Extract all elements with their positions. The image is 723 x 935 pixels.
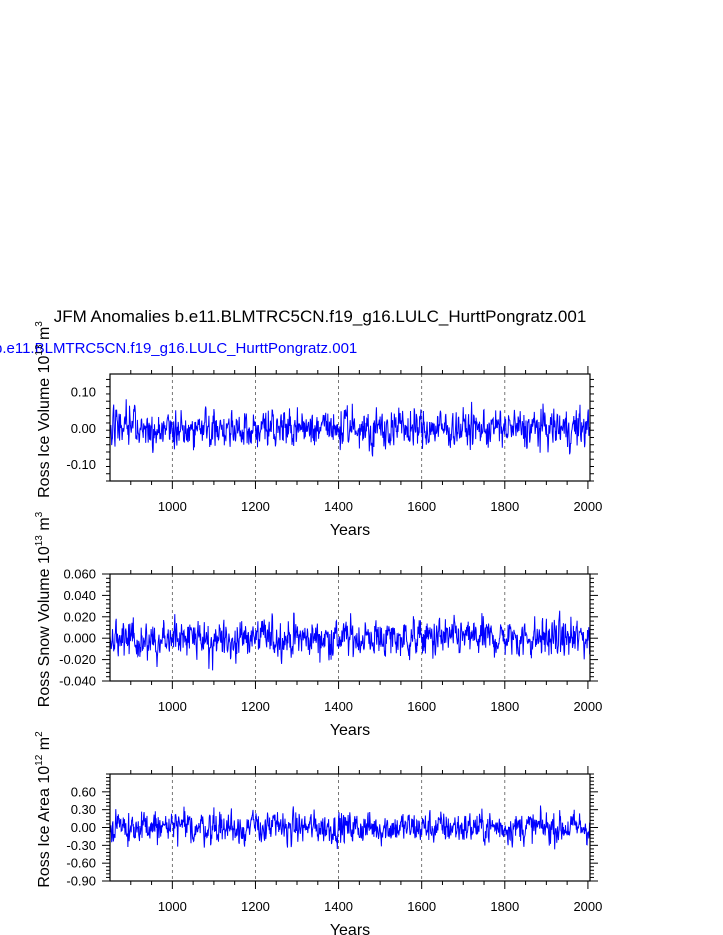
x-tick-label: 2000 [573,899,602,914]
plot-frame [109,573,591,682]
y-axis-label: Ross Ice Volume 1013 m3 [34,321,53,498]
series-line [110,399,590,457]
x-tick-label: 1200 [241,699,270,714]
y-tick-label: 0.060 [63,567,96,582]
y-tick-label: -0.90 [66,874,96,889]
y-tick-label: 0.000 [63,631,96,646]
x-tick-label: 1000 [158,699,187,714]
y-tick-label: -0.30 [66,838,96,853]
x-tick-label: 1000 [158,499,187,514]
panels: 1000 1200 1400 1600 1800 2000 -0.10 0.00 0.10 Yea… [34,321,602,935]
y-tick-label: 0.30 [71,802,96,817]
series-line [110,805,590,850]
x-tick-label: 1800 [490,499,519,514]
series-line [110,610,590,671]
x-tick-label: 1600 [407,499,436,514]
x-tick-label: 1600 [407,899,436,914]
x-axis-label: Years [330,722,370,739]
y-tick-label: 0.60 [71,784,96,799]
chart-panel-2: 1000 1200 1400 1600 1800 2000 -0.040 -0.020 0.00… [34,511,602,739]
y-tick-label: 0.00 [71,421,96,436]
x-axis-label: Years [330,522,370,539]
x-tick-label: 2000 [573,699,602,714]
x-axis-label: Years [330,922,370,935]
y-tick-label: 0.00 [71,820,96,835]
x-tick-label: 1400 [324,899,353,914]
plot-frame [109,373,591,482]
x-tick-label: 1800 [490,699,519,714]
x-tick-label: 1200 [241,499,270,514]
chart-panel-3: 1000 1200 1400 1600 1800 2000 -0.90 -0.60 -0.30 0… [34,731,602,935]
chart-panel-1: 1000 1200 1400 1600 1800 2000 -0.10 0.00 0.10 Yea… [34,321,602,539]
y-axis-label: Ross Ice Area 1012 m2 [34,731,53,888]
x-tick-label: 1000 [158,899,187,914]
y-tick-label: 0.040 [63,588,96,603]
x-tick-label: 1400 [324,499,353,514]
main-title: JFM Anomalies b.e11.BLMTRC5CN.f19_g16.LU… [54,307,587,326]
y-tick-label: 0.020 [63,609,96,624]
y-axis-label: Ross Snow Volume 1013 m3 [34,511,53,707]
x-tick-label: 1800 [490,899,519,914]
y-tick-label: -0.60 [66,856,96,871]
y-tick-label: -0.10 [66,457,96,472]
x-tick-label: 1200 [241,899,270,914]
y-tick-label: -0.040 [59,674,96,689]
x-tick-label: 1400 [324,699,353,714]
x-tick-label: 2000 [573,499,602,514]
y-tick-label: -0.020 [59,652,96,667]
panel-1-subtitle: b.e11.BLMTRC5CN.f19_g16.LULC_HurttPongra… [0,340,357,357]
x-tick-label: 1600 [407,699,436,714]
y-tick-label: 0.10 [71,385,96,400]
